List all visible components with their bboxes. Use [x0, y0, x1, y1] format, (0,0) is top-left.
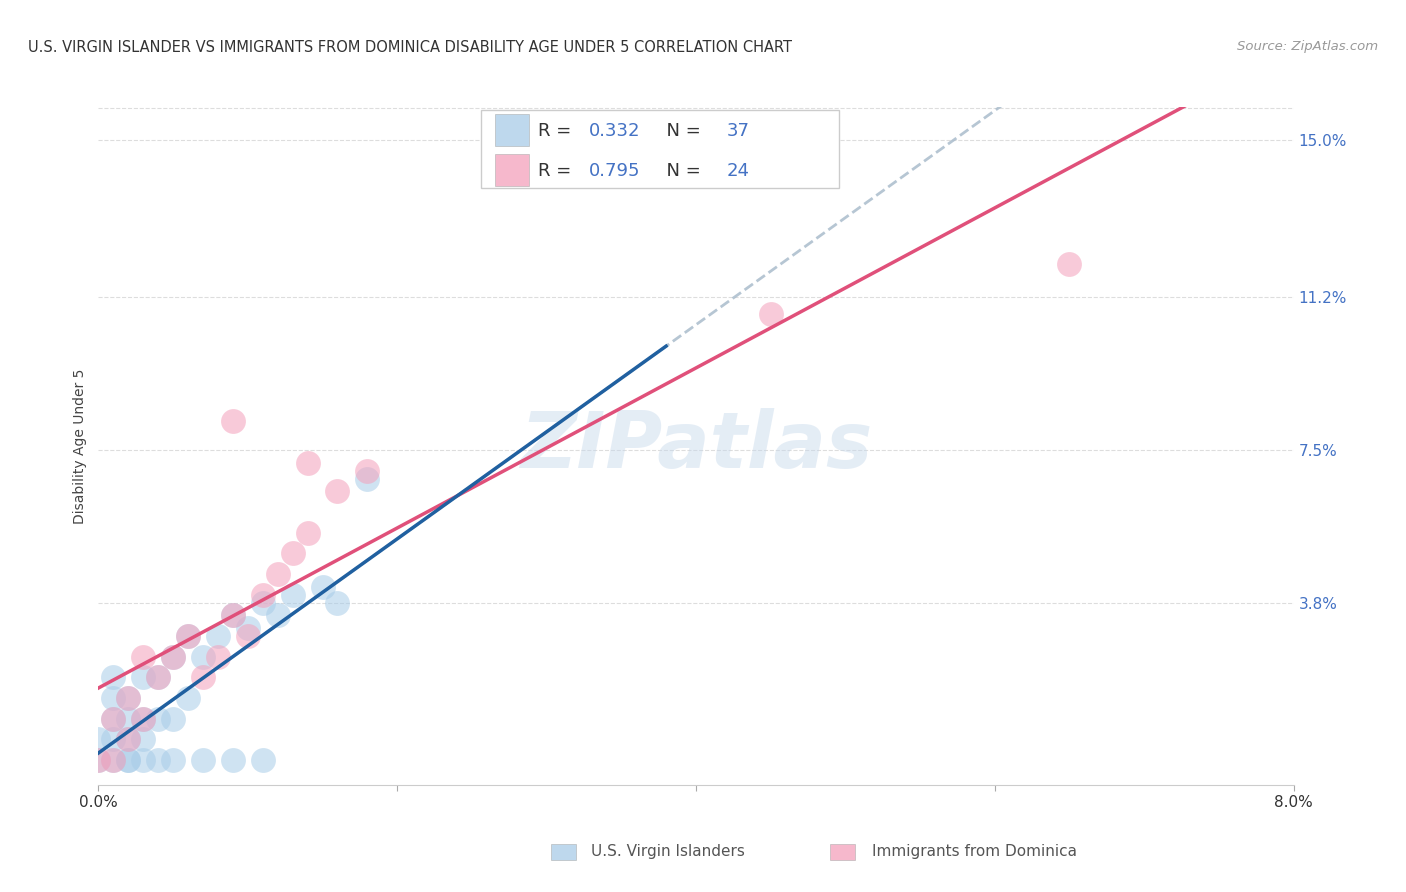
Point — [191, 671, 214, 685]
Point — [207, 649, 229, 664]
Point — [162, 649, 184, 664]
Point — [103, 712, 125, 726]
Text: R =: R = — [538, 162, 578, 180]
Text: 0.795: 0.795 — [589, 162, 640, 180]
Point — [117, 732, 139, 747]
Point — [87, 753, 110, 767]
Point — [132, 649, 155, 664]
Point — [222, 414, 245, 428]
Point — [132, 712, 155, 726]
Point — [103, 753, 125, 767]
Point — [356, 472, 378, 486]
Point — [162, 712, 184, 726]
Text: 0.332: 0.332 — [589, 122, 640, 140]
Point — [103, 732, 125, 747]
Point — [117, 732, 139, 747]
FancyBboxPatch shape — [830, 844, 855, 860]
Text: N =: N = — [655, 162, 707, 180]
Point — [326, 596, 349, 610]
Point — [267, 608, 290, 623]
Point — [236, 629, 259, 643]
Point — [103, 671, 125, 685]
Text: 37: 37 — [727, 122, 749, 140]
FancyBboxPatch shape — [481, 111, 839, 188]
Point — [162, 753, 184, 767]
Text: Source: ZipAtlas.com: Source: ZipAtlas.com — [1237, 40, 1378, 54]
Point — [252, 588, 274, 602]
Point — [222, 608, 245, 623]
Point — [281, 588, 304, 602]
Point — [222, 753, 245, 767]
Point — [177, 691, 200, 706]
Point — [177, 629, 200, 643]
Point — [148, 753, 170, 767]
Point — [297, 525, 319, 540]
Point — [132, 732, 155, 747]
FancyBboxPatch shape — [495, 114, 529, 146]
Text: 24: 24 — [727, 162, 749, 180]
Text: U.S. VIRGIN ISLANDER VS IMMIGRANTS FROM DOMINICA DISABILITY AGE UNDER 5 CORRELAT: U.S. VIRGIN ISLANDER VS IMMIGRANTS FROM … — [28, 40, 792, 55]
Point — [132, 712, 155, 726]
Point — [759, 307, 782, 321]
Point — [252, 596, 274, 610]
Point — [191, 753, 214, 767]
Point — [117, 712, 139, 726]
Text: ZIPatlas: ZIPatlas — [520, 408, 872, 484]
Point — [103, 712, 125, 726]
Point — [356, 464, 378, 478]
Point — [87, 732, 110, 747]
Point — [117, 691, 139, 706]
Point — [311, 580, 333, 594]
Y-axis label: Disability Age Under 5: Disability Age Under 5 — [73, 368, 87, 524]
Point — [281, 546, 304, 560]
Text: R =: R = — [538, 122, 578, 140]
Point — [87, 753, 110, 767]
Text: Immigrants from Dominica: Immigrants from Dominica — [872, 845, 1077, 859]
Point — [148, 712, 170, 726]
Point — [177, 629, 200, 643]
Text: N =: N = — [655, 122, 707, 140]
Point — [117, 753, 139, 767]
Point — [103, 753, 125, 767]
Point — [252, 753, 274, 767]
Point — [132, 671, 155, 685]
Point — [236, 621, 259, 635]
Point — [326, 484, 349, 499]
Point — [103, 691, 125, 706]
Point — [191, 649, 214, 664]
Point — [162, 649, 184, 664]
Point — [148, 671, 170, 685]
Point — [297, 456, 319, 470]
Point — [207, 629, 229, 643]
Point — [1059, 257, 1081, 271]
Point — [117, 753, 139, 767]
FancyBboxPatch shape — [551, 844, 576, 860]
Point — [148, 671, 170, 685]
Point — [222, 608, 245, 623]
Text: U.S. Virgin Islanders: U.S. Virgin Islanders — [591, 845, 744, 859]
Point — [117, 691, 139, 706]
Point — [267, 567, 290, 582]
FancyBboxPatch shape — [495, 153, 529, 186]
Point — [132, 753, 155, 767]
